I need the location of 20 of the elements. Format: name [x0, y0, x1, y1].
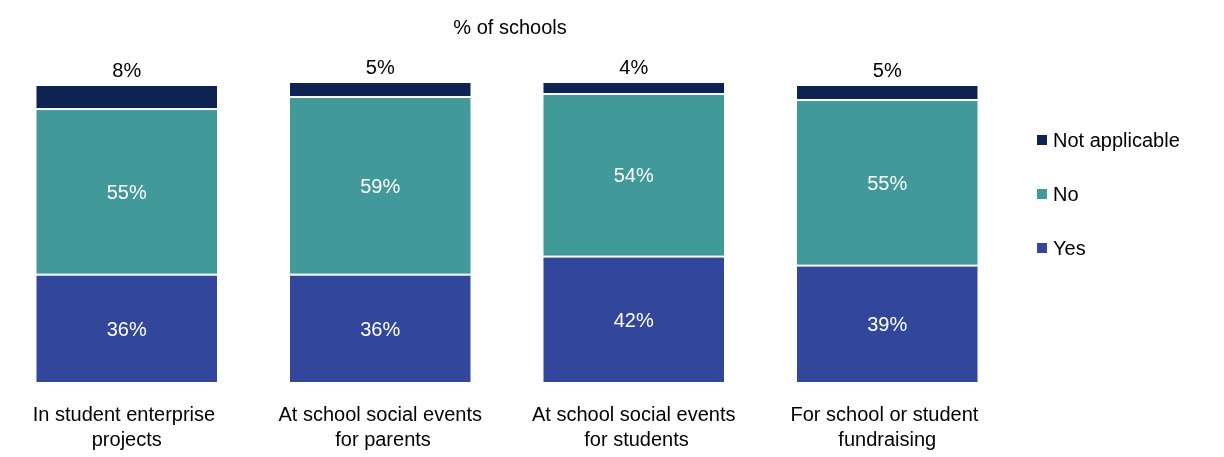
- data-label: 59%: [360, 174, 401, 197]
- x-tick-label: For school or student fundraising: [790, 402, 984, 450]
- data-label: 39%: [867, 313, 908, 336]
- x-tick-label: In student enterprise projects: [32, 402, 221, 450]
- legend-label: Yes: [1053, 237, 1086, 259]
- data-label: 54%: [613, 164, 654, 187]
- data-label: 36%: [106, 317, 147, 340]
- data-label: 36%: [360, 317, 401, 340]
- data-label: 5%: [365, 56, 395, 78]
- data-label: 55%: [867, 171, 908, 194]
- legend-label: No: [1053, 183, 1079, 205]
- x-tick-label: At school social events for parents: [278, 402, 482, 450]
- data-label: 5%: [872, 59, 902, 82]
- data-label: 8%: [112, 59, 142, 82]
- x-tick-label: At school social events for students: [532, 402, 736, 450]
- data-label: 4%: [619, 56, 649, 78]
- legend-label: Not applicable: [1053, 129, 1180, 151]
- data-label: 42%: [613, 308, 654, 331]
- data-label: 55%: [106, 180, 147, 203]
- chart-title: % of schools: [453, 16, 567, 38]
